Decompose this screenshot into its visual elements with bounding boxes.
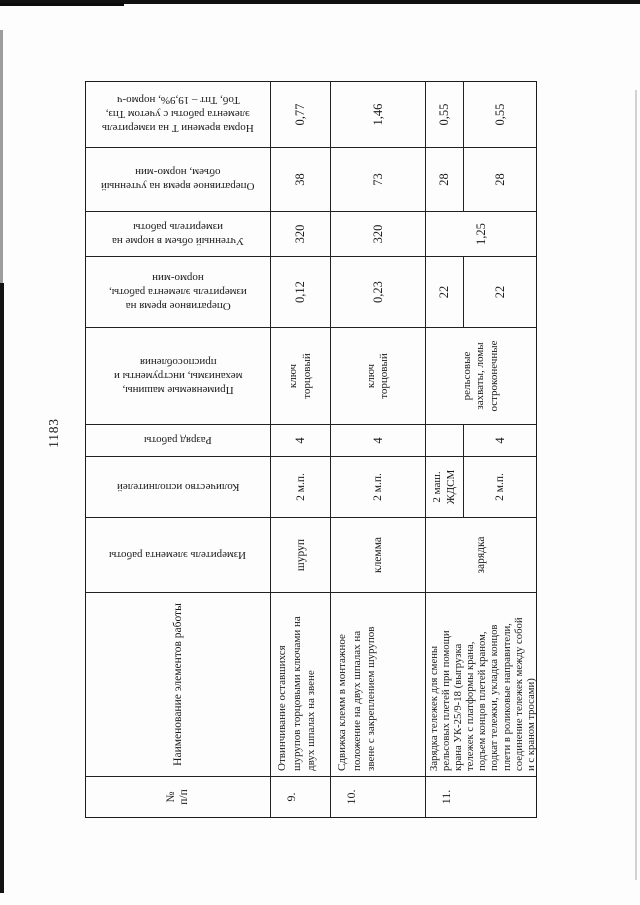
header-volume-label: Учтенный объем в норме на измеритель раб… bbox=[112, 221, 244, 247]
header-oper-time-total: Оперативное время на учтенный объем, нор… bbox=[86, 147, 271, 211]
header-tools: Применяемые машины, механизмы, инструмен… bbox=[86, 327, 271, 424]
row11a-norm-time: 0,55 bbox=[426, 82, 464, 147]
page-number: 1183 bbox=[46, 418, 61, 448]
scan-artifact-left-line-black bbox=[0, 283, 4, 893]
header-num-label: № п/п bbox=[165, 789, 190, 805]
row11b-grade: 4 bbox=[464, 424, 536, 456]
row9-tools: ключ торцовый bbox=[271, 327, 331, 424]
header-oper-time-total-label: Оперативное время на учтенный объем, нор… bbox=[101, 166, 255, 193]
row9-workers: 2 м.п. bbox=[271, 456, 331, 517]
row11b-oper-time-total: 28 bbox=[464, 147, 536, 211]
header-norm-time: Норма времени Т на измеритель элемента р… bbox=[86, 82, 271, 147]
row10-grade: 4 bbox=[331, 424, 426, 456]
row9-num: 9. bbox=[271, 776, 331, 817]
row10-name: Сдвижка клемм в монтажное положение на д… bbox=[331, 592, 426, 776]
header-tools-label: Применяемые машины, механизмы, инструмен… bbox=[113, 356, 243, 396]
row9-measure: шуруп bbox=[271, 517, 331, 592]
header-norm-time-label: Норма времени Т на измеритель элемента р… bbox=[102, 94, 254, 135]
row10-oper-time: 0,23 bbox=[331, 256, 426, 327]
row11a-workers: 2 маш. ЖДСМ bbox=[426, 456, 464, 517]
row11a-oper-time: 22 bbox=[426, 256, 464, 327]
row11b-norm-time: 0,55 bbox=[492, 103, 507, 126]
row10-volume: 320 bbox=[331, 211, 426, 256]
header-oper-time-label: Оперативное время на измеритель элемента… bbox=[109, 272, 247, 312]
header-name: Наименование элементов работы bbox=[86, 592, 271, 776]
row10-num: 10. bbox=[331, 776, 426, 817]
header-workers: Количество исполнителей bbox=[86, 456, 271, 517]
row11-num: 11. bbox=[426, 776, 536, 817]
row11-name: Зарядка тележек для смены рельсовых плет… bbox=[426, 592, 536, 776]
row11b-workers: 2 м.п. bbox=[464, 456, 536, 517]
header-name-label: Наименование элементов работы bbox=[171, 603, 184, 766]
row9-oper-time: 0,12 bbox=[271, 256, 331, 327]
row9-volume: 320 bbox=[271, 211, 331, 256]
row11-measure: зарядка bbox=[426, 517, 536, 592]
header-grade-label: Разряд работы bbox=[144, 434, 212, 447]
row10-tools: ключ торцовый bbox=[331, 327, 426, 424]
scan-artifact-top-bar-thick bbox=[0, 3, 124, 6]
row9-name: Отвинчивание оставшихся шурупов торцовым… bbox=[271, 592, 331, 776]
row11a-oper-time-total: 28 bbox=[426, 147, 464, 211]
row11a-grade bbox=[426, 424, 464, 456]
row10-measure: клемма bbox=[331, 517, 426, 592]
scan-artifact-left-line-gray bbox=[0, 30, 3, 285]
row11b-oper-time: 22 bbox=[464, 256, 536, 327]
row10-workers: 2 м.п. bbox=[331, 456, 426, 517]
header-volume: Учтенный объем в норме на измеритель раб… bbox=[86, 211, 271, 256]
row9-oper-time-total: 38 bbox=[271, 147, 331, 211]
header-grade: Разряд работы bbox=[86, 424, 271, 456]
row11-volume: 1,25 bbox=[426, 211, 536, 256]
scan-artifact-right-line bbox=[635, 90, 637, 880]
header-num: № п/п bbox=[86, 776, 271, 817]
header-oper-time: Оперативное время на измеритель элемента… bbox=[86, 256, 271, 327]
header-workers-label: Количество исполнителей bbox=[116, 481, 240, 493]
table-grid: № п/п Наименование элементов работы Изме… bbox=[85, 81, 537, 818]
scan-artifact-top-bar bbox=[0, 0, 640, 4]
row11-tools: рельсовые захваты, ломы остроконечные bbox=[426, 327, 536, 424]
header-measure-label: Измеритель элемента работы bbox=[109, 549, 247, 561]
work-norms-table: № п/п Наименование элементов работы Изме… bbox=[85, 81, 537, 818]
row9-grade: 4 bbox=[271, 424, 331, 456]
row10-norm-time: 1,46 bbox=[331, 82, 426, 147]
row10-oper-time-total: 73 bbox=[331, 147, 426, 211]
header-measure: Измеритель элемента работы bbox=[86, 517, 271, 592]
row9-norm-time: 0,77 bbox=[271, 82, 331, 147]
